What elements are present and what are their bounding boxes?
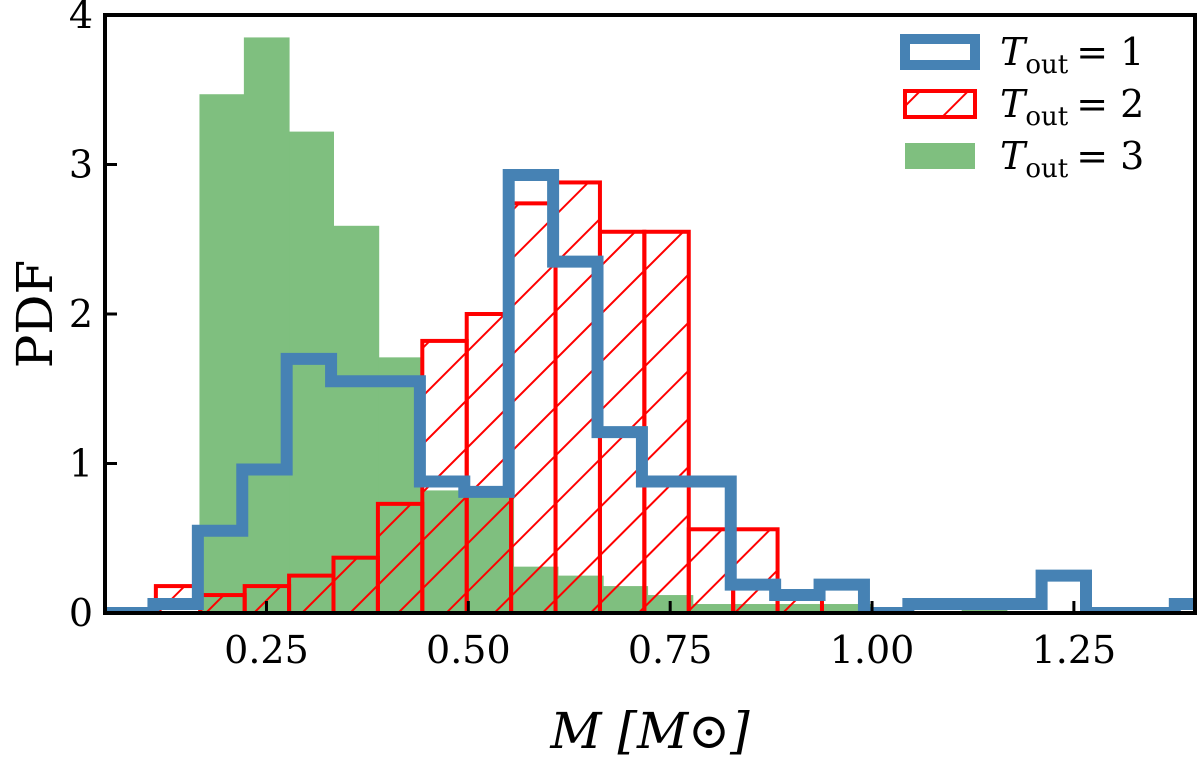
legend-swatch-tout1 <box>900 34 980 70</box>
y-tick-label: 4 <box>69 0 93 37</box>
x-tick-label: 0.75 <box>628 628 713 672</box>
series-tout1 <box>105 168 1195 613</box>
x-axis-title: M [M⊙] <box>549 702 750 758</box>
bar-tout3-1 <box>243 37 290 613</box>
x-tick-label: 0.50 <box>426 628 511 672</box>
y-axis-title: PDF <box>6 260 64 368</box>
x-tick-label: 1.00 <box>830 628 915 672</box>
bar-tout2-11 <box>642 229 691 613</box>
legend-swatch-tout2 <box>903 89 977 119</box>
x-tick-label: 0.25 <box>224 628 309 672</box>
legend-label: Tout = 2 <box>1000 82 1144 132</box>
y-tick-label: 0 <box>69 591 93 635</box>
bar-tout3-14 <box>826 604 873 613</box>
y-tick-label: 2 <box>69 292 93 336</box>
legend-label: Tout = 3 <box>1000 134 1144 184</box>
legend-swatch-tout3 <box>905 143 975 169</box>
bar-tout3-3 <box>333 225 380 613</box>
hatch-fill-tout2 <box>155 182 822 613</box>
step-line-tout1 <box>105 168 1195 613</box>
axis-ticks: 0.25 0.50 0.75 1.00 1.25 0 1 2 3 4 <box>69 0 1116 672</box>
x-tick-label: 1.25 <box>1032 628 1117 672</box>
legend-label: Tout = 1 <box>1000 30 1144 80</box>
y-tick-label: 3 <box>69 143 93 187</box>
y-tick-label: 1 <box>69 442 93 486</box>
